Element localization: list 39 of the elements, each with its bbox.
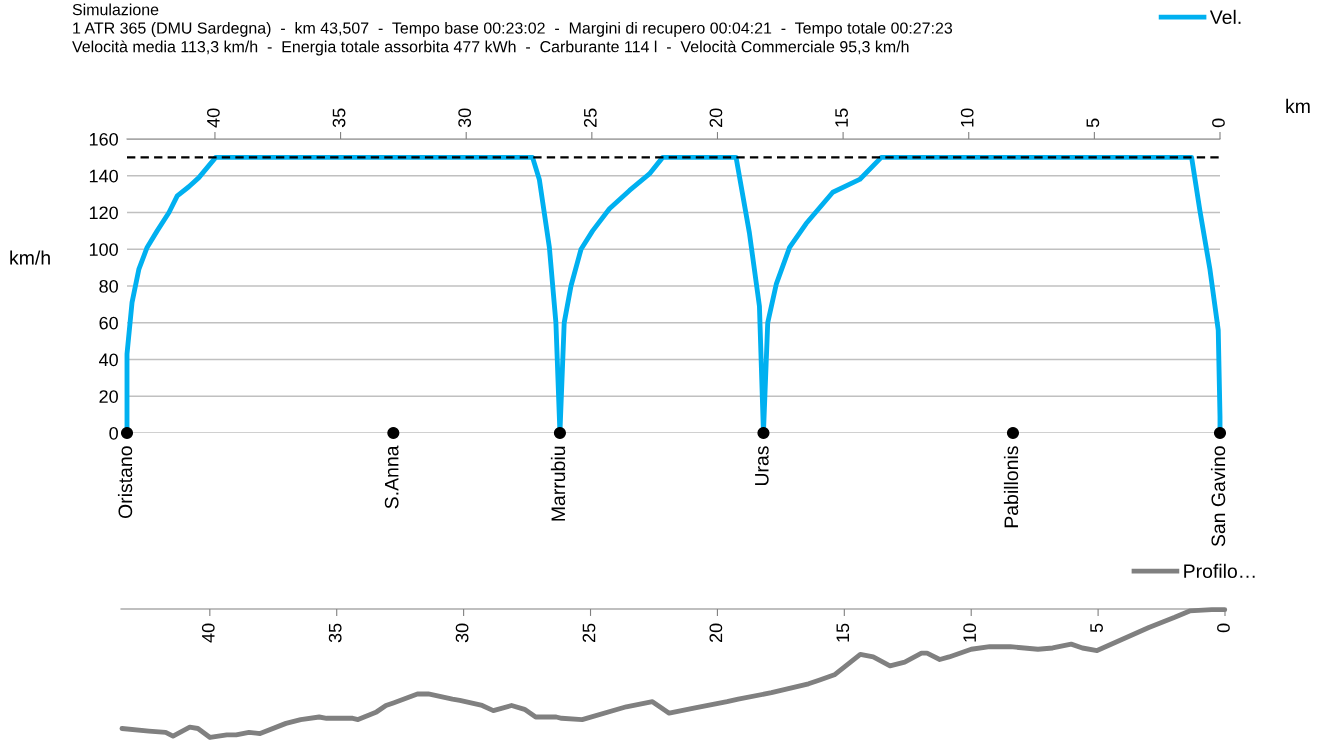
x-tick-label: 40 (201, 623, 215, 643)
y-tick-label: 120 (89, 206, 118, 220)
y-tick-label: 20 (99, 390, 118, 403)
x-tick-label: 5 (1090, 623, 1103, 633)
legend-label: Vel. (1209, 9, 1241, 25)
y-tick-label: 160 (89, 132, 118, 146)
x-tick-label: 0 (1217, 623, 1230, 633)
x-tick-label: 15 (835, 108, 848, 127)
annotation: Uras (755, 446, 769, 486)
x-tick-label: 20 (709, 623, 723, 643)
y-tick-label: 60 (99, 316, 118, 330)
x-tick-label: 20 (709, 108, 723, 127)
x-tick-label: 30 (455, 623, 469, 643)
annotation: Pabillonis (1003, 446, 1019, 528)
annotation: Marrubiu (550, 446, 566, 521)
chart-title: Simulazione (72, 3, 159, 16)
x-axis-title: km (1286, 98, 1310, 113)
annotation: San Gavino (1210, 446, 1226, 547)
x-tick-label: 10 (960, 108, 974, 127)
y-tick-label: 0 (109, 426, 118, 440)
x-tick-label: 0 (1212, 118, 1225, 128)
annotation: Oristano (117, 446, 133, 519)
x-tick-label: 35 (332, 108, 346, 128)
x-tick-label: 35 (328, 623, 342, 643)
x-tick-label: 30 (458, 108, 472, 128)
y-axis-title: km/h (10, 250, 50, 265)
x-tick-label: 40 (207, 108, 220, 128)
x-tick-label: 10 (963, 623, 977, 642)
x-tick-label: 5 (1086, 118, 1100, 128)
chart-subtitle: 1 ATR 365 (DMU Sardegna) - km 43,507 - Tempo base 00:23:02 - Margini di recupero 00:04:21 - Tempo totale 00:27:23 Velocità media 113,3 km/h - Energia totale assorbita 477 kWh - Carburante 114 l - Velocità Commerciale 95,3 km/h (72, 22, 953, 56)
x-tick-label: 25 (582, 623, 596, 643)
y-tick-label: 80 (99, 279, 118, 293)
legend-label: Profilo… (1184, 563, 1255, 579)
y-tick-label: 140 (89, 169, 118, 183)
x-tick-label: 25 (583, 108, 597, 127)
y-tick-label: 100 (89, 243, 118, 256)
y-tick-label: 40 (99, 353, 118, 367)
annotation: S.Anna (384, 445, 399, 509)
x-tick-label: 15 (836, 623, 850, 642)
